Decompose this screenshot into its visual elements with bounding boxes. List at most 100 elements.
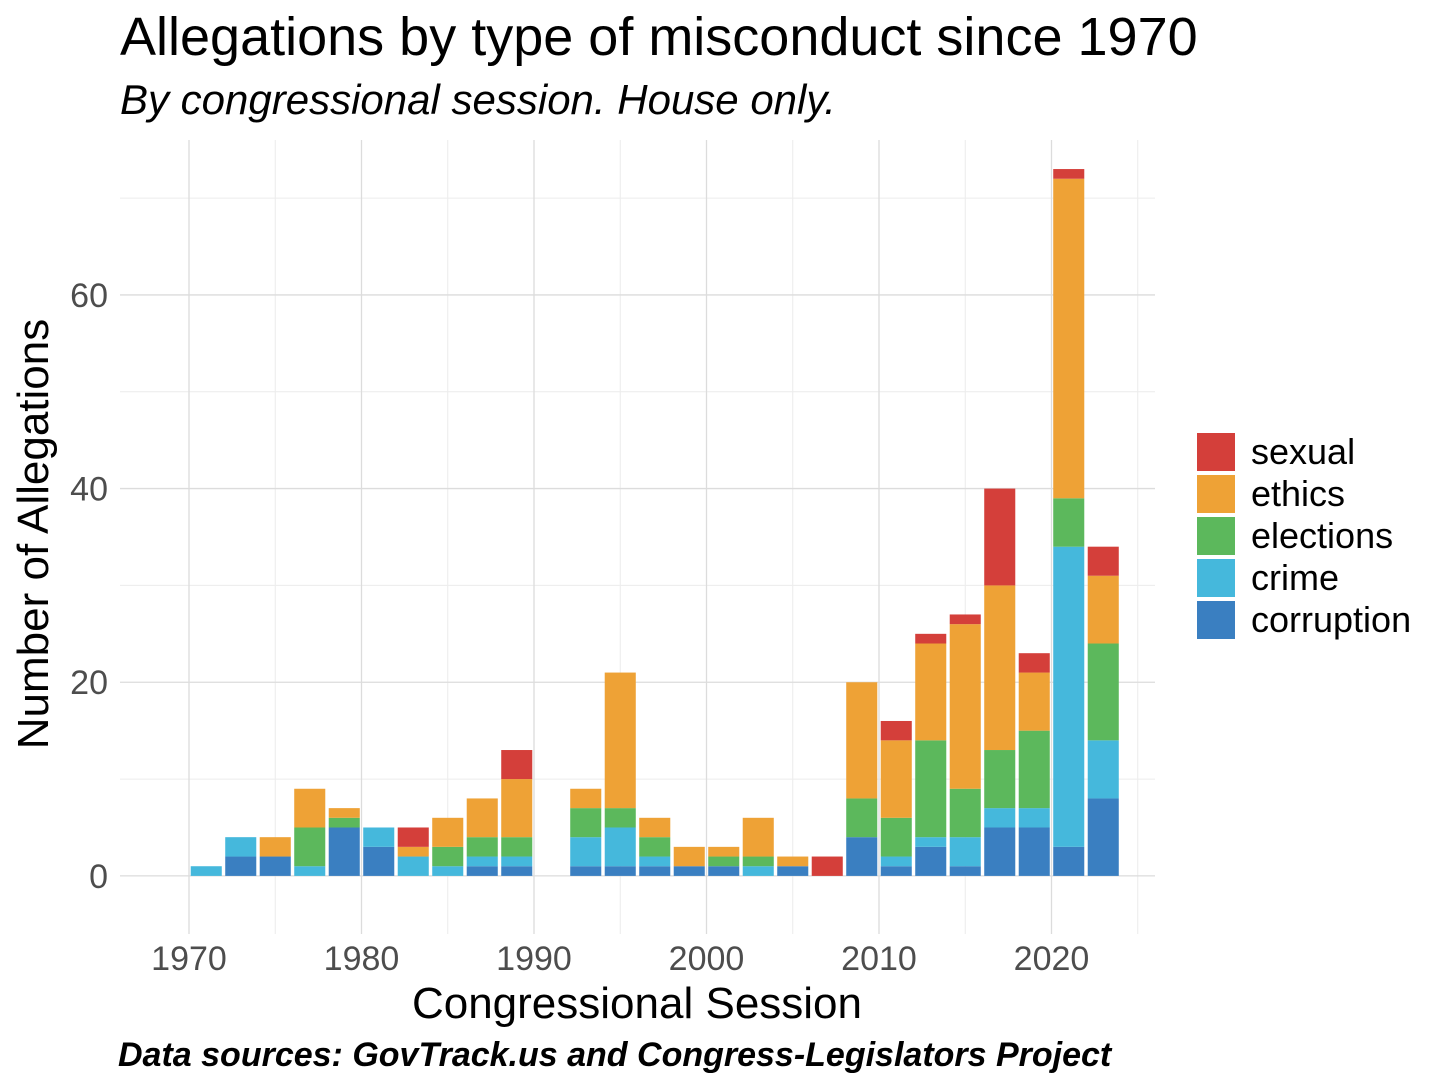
chart-subtitle: By congressional session. House only. <box>120 76 836 123</box>
chart-title: Allegations by type of misconduct since … <box>120 7 1198 67</box>
bar-2023-crime <box>1087 740 1119 799</box>
bar-2005-corruption <box>777 866 809 876</box>
bar-2013-sexual <box>915 633 947 644</box>
legend-item-sexual: sexual <box>1197 431 1411 473</box>
bar-2019-ethics <box>1018 672 1050 731</box>
bar-2017-crime <box>984 808 1016 828</box>
bar-1971-crime <box>190 866 222 876</box>
bar-2017-corruption <box>984 827 1016 876</box>
bar-2023-corruption <box>1087 798 1119 876</box>
bar-2001-elections <box>708 856 740 867</box>
x-tick-label: 2010 <box>841 940 917 978</box>
bar-2011-sexual <box>880 720 912 741</box>
bar-1987-crime <box>466 856 498 867</box>
bar-1995-elections <box>604 808 636 828</box>
bar-2011-corruption <box>880 866 912 876</box>
legend-label-corruption: corruption <box>1251 599 1412 640</box>
legend: sexual ethics elections crime corruption <box>1197 431 1411 641</box>
bar-1979-ethics <box>328 808 360 818</box>
bar-1981-corruption <box>363 846 395 876</box>
bar-1999-ethics <box>673 846 705 867</box>
bar-1989-elections <box>501 837 533 857</box>
bar-2021-ethics <box>1053 178 1085 499</box>
legend-label-elections: elections <box>1251 515 1394 556</box>
y-axis-ticks: 0 20 40 60 <box>70 277 108 896</box>
bar-1993-corruption <box>570 866 602 876</box>
bar-2017-elections <box>984 750 1016 809</box>
bar-1995-crime <box>604 827 636 867</box>
bar-2009-elections <box>846 798 878 838</box>
bar-2023-ethics <box>1087 575 1119 644</box>
bar-2015-elections <box>949 788 981 838</box>
y-tick-label: 0 <box>89 858 108 896</box>
bar-2003-crime <box>742 866 774 876</box>
legend-item-ethics: ethics <box>1197 473 1411 515</box>
bar-2015-corruption <box>949 866 981 876</box>
bar-1973-corruption <box>225 856 257 876</box>
y-tick-label: 40 <box>70 471 108 509</box>
legend-item-corruption: corruption <box>1197 599 1411 641</box>
bar-1993-ethics <box>570 788 602 809</box>
bar-1995-ethics <box>604 672 636 809</box>
bar-1975-corruption <box>259 856 291 876</box>
bars <box>190 169 1119 876</box>
bar-2013-corruption <box>915 846 947 876</box>
bar-2023-elections <box>1087 643 1119 741</box>
bar-1997-crime <box>639 856 671 867</box>
y-tick-label: 20 <box>70 664 108 702</box>
bar-1987-corruption <box>466 866 498 876</box>
bar-2021-elections <box>1053 498 1085 547</box>
y-axis-label: Number of Allegations <box>9 319 58 749</box>
bar-2021-corruption <box>1053 846 1085 876</box>
bar-1993-crime <box>570 837 602 867</box>
legend-swatch-sexual <box>1197 433 1235 471</box>
bar-2019-corruption <box>1018 827 1050 876</box>
bar-1989-crime <box>501 856 533 867</box>
bar-2013-elections <box>915 740 947 838</box>
bar-2017-sexual <box>984 488 1016 586</box>
bar-1977-crime <box>294 866 326 876</box>
bar-1993-elections <box>570 808 602 838</box>
bar-2011-elections <box>880 817 912 857</box>
bar-2023-sexual <box>1087 546 1119 576</box>
legend-label-crime: crime <box>1251 557 1339 598</box>
legend-item-elections: elections <box>1197 515 1411 557</box>
x-axis-label: Congressional Session <box>412 979 862 1028</box>
legend-swatch-elections <box>1197 517 1235 555</box>
bar-2007-sexual <box>811 856 843 876</box>
bar-2001-corruption <box>708 866 740 876</box>
bar-2013-crime <box>915 837 947 847</box>
bar-2011-crime <box>880 856 912 867</box>
major-gridlines <box>120 140 1155 934</box>
legend-label-sexual: sexual <box>1251 431 1356 472</box>
bar-2019-crime <box>1018 808 1050 828</box>
minor-gridlines <box>120 140 1155 934</box>
bar-2013-ethics <box>915 643 947 741</box>
bar-2005-ethics <box>777 856 809 867</box>
bar-1997-corruption <box>639 866 671 876</box>
bar-2019-sexual <box>1018 653 1050 673</box>
bar-2003-ethics <box>742 817 774 857</box>
bar-2021-crime <box>1053 546 1085 847</box>
bar-1979-corruption <box>328 827 360 876</box>
x-tick-label: 1990 <box>496 940 572 978</box>
bar-1995-corruption <box>604 866 636 876</box>
bar-1985-elections <box>432 846 464 867</box>
bar-1977-ethics <box>294 788 326 828</box>
bar-2009-ethics <box>846 682 878 799</box>
bar-2021-sexual <box>1053 169 1085 179</box>
bar-1985-crime <box>432 866 464 876</box>
bar-2019-elections <box>1018 730 1050 809</box>
bar-1973-crime <box>225 837 257 857</box>
bar-1997-elections <box>639 837 671 857</box>
bar-1997-ethics <box>639 817 671 838</box>
x-tick-label: 2020 <box>1014 940 1090 978</box>
x-tick-label: 1980 <box>324 940 400 978</box>
legend-item-crime: crime <box>1197 557 1411 599</box>
bar-2015-crime <box>949 837 981 867</box>
x-tick-label: 1970 <box>151 940 227 978</box>
chart-caption: Data sources: GovTrack.us and Congress-L… <box>118 1036 1112 1074</box>
bar-1983-crime <box>397 856 429 876</box>
bar-1981-crime <box>363 827 395 847</box>
